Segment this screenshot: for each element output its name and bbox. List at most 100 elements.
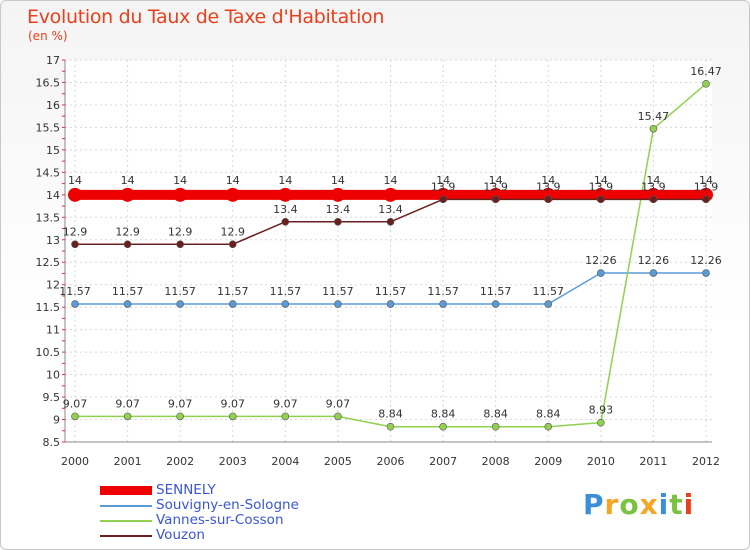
data-label: 12.9	[115, 225, 140, 238]
legend-label: SENNELY	[156, 482, 216, 498]
logo-letter: x	[639, 488, 659, 521]
legend-swatch	[100, 486, 152, 495]
y-tick-label: 12	[46, 279, 60, 292]
data-label: 12.26	[585, 254, 617, 267]
data-point	[176, 240, 184, 249]
data-label: 11.57	[375, 285, 407, 298]
data-point	[649, 269, 658, 277]
data-point	[176, 300, 184, 308]
data-point	[123, 300, 132, 308]
legend-swatch	[100, 519, 152, 522]
data-label: 8.84	[483, 408, 508, 421]
data-point	[334, 217, 342, 226]
legend-item: SENNELY	[100, 483, 299, 498]
data-label: 14	[68, 174, 82, 187]
data-point	[123, 240, 132, 249]
data-label: 13.9	[641, 180, 666, 193]
data-label: 13.9	[431, 180, 456, 193]
data-label: 13.4	[378, 203, 403, 216]
data-point	[334, 412, 342, 421]
data-label: 14	[121, 174, 135, 187]
data-point	[386, 422, 395, 431]
data-point	[278, 187, 293, 202]
data-label: 11.57	[164, 285, 196, 298]
data-point	[544, 195, 553, 204]
y-tick-label: 15.5	[36, 121, 61, 134]
x-tick-label: 2003	[219, 455, 247, 468]
x-tick-label: 2001	[114, 455, 142, 468]
y-tick-label: 15	[46, 144, 60, 157]
data-label: 13.4	[326, 203, 351, 216]
data-label: 14	[489, 174, 503, 187]
data-label: 14	[226, 174, 240, 187]
data-label: 14	[278, 174, 292, 187]
data-label: 11.57	[217, 285, 249, 298]
data-label: 14	[384, 174, 398, 187]
data-point	[71, 300, 79, 308]
data-point	[386, 300, 395, 308]
legend: SENNELY Souvigny-en-Sologne Vannes-sur-Cos…	[100, 483, 299, 543]
data-label: 12.9	[63, 225, 88, 238]
y-tick-label: 11.5	[36, 301, 61, 314]
data-point	[120, 187, 135, 202]
legend-swatch	[100, 534, 152, 537]
data-label: 14	[699, 174, 713, 187]
data-point	[176, 412, 184, 421]
data-label: 14	[594, 174, 608, 187]
data-label: 9.07	[273, 397, 298, 410]
data-label: 13.9	[536, 180, 561, 193]
data-label: 8.93	[589, 404, 614, 417]
x-tick-label: 2004	[271, 455, 299, 468]
x-tick-label: 2007	[429, 455, 457, 468]
legend-swatch	[100, 504, 152, 507]
logo-letter: r	[604, 488, 620, 521]
data-point	[439, 195, 447, 204]
data-point	[597, 418, 605, 427]
y-tick-label: 13.5	[36, 211, 61, 224]
data-label: 11.57	[427, 285, 459, 298]
data-point	[334, 300, 342, 308]
data-label: 11.57	[480, 285, 512, 298]
data-label: 12.26	[690, 254, 722, 267]
x-tick-label: 2009	[534, 455, 562, 468]
data-point	[228, 300, 237, 308]
y-tick-label: 14.5	[36, 166, 61, 179]
legend-label: Souvigny-en-Sologne	[156, 497, 299, 513]
x-tick-label: 2008	[482, 455, 510, 468]
data-label: 11.57	[322, 285, 354, 298]
data-point	[544, 300, 553, 308]
data-label: 9.07	[221, 397, 246, 410]
y-tick-label: 12.5	[36, 256, 61, 269]
proxiti-logo: Proxiti	[583, 488, 694, 521]
data-label: 15.47	[638, 110, 670, 123]
data-point	[386, 217, 395, 226]
data-label: 9.07	[63, 397, 88, 410]
data-point	[491, 195, 500, 204]
data-point	[71, 240, 79, 249]
legend-item: Vouzon	[100, 528, 299, 543]
data-point	[281, 300, 290, 308]
data-label: 14	[173, 174, 187, 187]
data-label: 12.26	[638, 254, 670, 267]
logo-letter: i	[683, 488, 695, 521]
data-point	[228, 240, 237, 249]
data-point	[702, 195, 710, 204]
data-point	[491, 300, 500, 308]
data-label: 16.47	[690, 65, 722, 78]
data-label: 8.84	[536, 408, 561, 421]
data-label: 11.57	[270, 285, 302, 298]
data-label: 13.4	[273, 203, 298, 216]
data-label: 11.57	[533, 285, 565, 298]
y-tick-label: 11	[46, 324, 60, 337]
data-point	[439, 422, 447, 431]
data-label: 8.84	[431, 408, 456, 421]
x-tick-label: 2002	[166, 455, 194, 468]
data-point	[68, 187, 82, 202]
data-label: 13.9	[483, 180, 508, 193]
data-point	[544, 422, 553, 431]
data-label: 8.84	[378, 408, 403, 421]
data-label: 13.9	[589, 180, 614, 193]
data-point	[71, 412, 79, 421]
y-tick-label: 8.5	[43, 436, 61, 449]
data-point	[597, 195, 605, 204]
